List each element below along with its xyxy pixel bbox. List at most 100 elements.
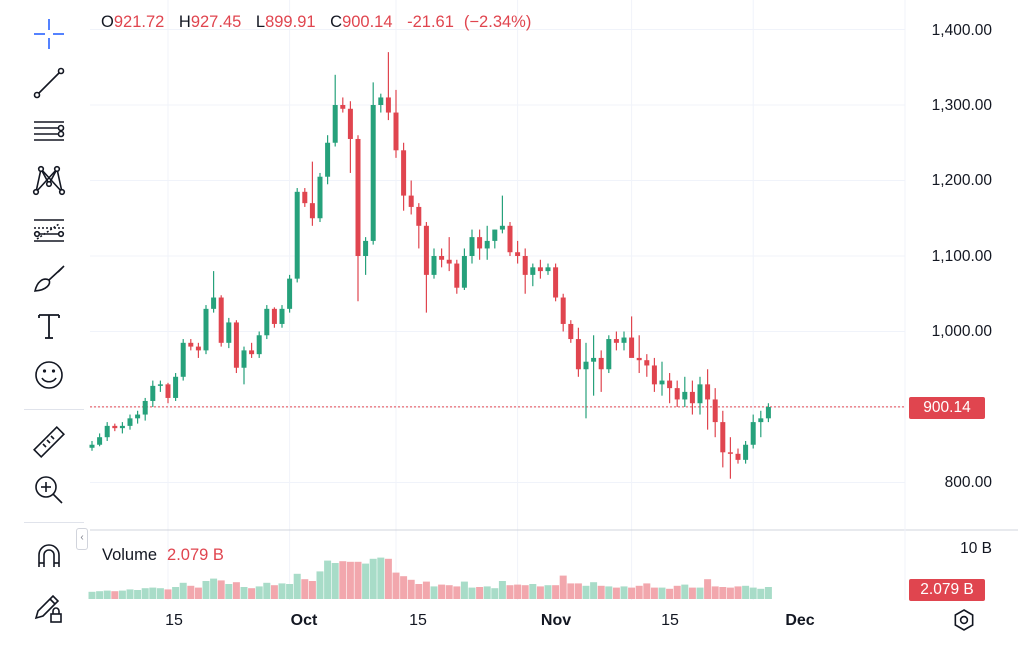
candle	[439, 248, 445, 268]
horizontal-lines-tool-button[interactable]	[24, 112, 74, 152]
candle	[689, 380, 695, 415]
candle-body	[218, 297, 224, 343]
settings-gear-icon[interactable]	[952, 608, 976, 632]
crosshair-tool-button[interactable]	[24, 14, 74, 54]
volume-bar	[210, 578, 218, 599]
volume-bar	[164, 589, 172, 599]
volume-bar	[369, 558, 377, 599]
candle	[629, 316, 635, 358]
volume-bar	[476, 587, 484, 599]
candle	[393, 89, 399, 158]
candle	[180, 339, 186, 381]
trend-line-icon	[33, 67, 65, 99]
candle	[461, 248, 467, 290]
candle	[385, 52, 391, 121]
volume-bar	[719, 587, 727, 599]
candle	[735, 448, 741, 464]
volume-bar	[749, 587, 757, 599]
volume-bar	[681, 584, 689, 599]
candle	[454, 259, 460, 294]
volume-bar	[612, 587, 620, 599]
candle-body	[195, 346, 201, 351]
ruler-tool-button[interactable]	[24, 422, 74, 462]
time-tick-label: Nov	[540, 612, 572, 629]
horizontal-lines-icon	[34, 121, 65, 141]
text-tool-button[interactable]	[24, 306, 74, 346]
magnet-tool-button[interactable]	[24, 537, 74, 577]
candle	[226, 317, 232, 349]
grid-lines	[90, 0, 905, 600]
candle	[157, 380, 163, 392]
candle	[598, 350, 604, 392]
toolbar-separator	[24, 522, 84, 523]
low-key: L	[255, 13, 266, 31]
volume-bar	[643, 583, 651, 599]
candle-body	[720, 422, 726, 453]
candle-body	[598, 357, 604, 370]
candle	[568, 320, 574, 343]
candle-body	[355, 138, 361, 256]
volume-bar	[308, 581, 316, 599]
candle-body	[256, 335, 262, 355]
candle-body	[591, 357, 597, 362]
candle	[112, 423, 118, 432]
candle	[575, 327, 581, 377]
candle-body	[264, 308, 270, 336]
zoom-in-icon	[35, 476, 63, 504]
volume-bar	[460, 581, 468, 599]
pattern-tool-button[interactable]	[24, 160, 74, 200]
candle-body	[127, 418, 133, 426]
volume-bar	[248, 588, 256, 599]
volume-bar	[255, 586, 263, 599]
magnet-icon	[38, 544, 60, 567]
open-value: 921.72	[113, 13, 165, 31]
candle	[188, 339, 194, 351]
candlestick-series	[89, 52, 771, 479]
volume-bar	[293, 573, 301, 599]
candle	[135, 410, 141, 424]
candle-body	[499, 225, 505, 230]
candle-body	[385, 97, 391, 113]
candle	[142, 397, 148, 421]
emoji-tool-button[interactable]	[24, 355, 74, 395]
candle	[347, 101, 353, 173]
trend-line-tool-button[interactable]	[24, 63, 74, 103]
volume-bar	[354, 561, 362, 599]
volume-bar	[179, 582, 187, 599]
brush-tool-button[interactable]	[24, 258, 74, 298]
collapse-pane-button[interactable]: ‹	[76, 528, 88, 550]
candle-body	[446, 259, 452, 264]
volume-bar	[194, 587, 202, 599]
time-tick-label: 15	[661, 612, 679, 629]
candle-body	[674, 388, 680, 400]
candle	[241, 346, 247, 385]
zoom-in-tool-button[interactable]	[24, 470, 74, 510]
volume-bar	[635, 585, 643, 599]
candle	[682, 376, 688, 407]
candle-body	[454, 263, 460, 288]
volume-bar	[362, 563, 370, 599]
candle-body	[636, 357, 642, 361]
volume-bar	[483, 586, 491, 599]
candle-body	[667, 380, 673, 389]
candle-body	[309, 203, 315, 219]
candle-body	[173, 376, 179, 398]
pattern-icon	[32, 165, 66, 196]
candle	[750, 414, 756, 449]
candle	[249, 342, 255, 358]
ohlc-legend: O921.72 H927.45 L899.91 C900.14 -21.61 (−…	[101, 13, 541, 32]
candle	[416, 203, 422, 249]
low-value: 899.91	[265, 13, 316, 31]
volume-bar	[141, 588, 149, 599]
volume-bar	[88, 591, 96, 599]
lock-drawings-tool-button[interactable]	[24, 587, 74, 627]
candle-body	[469, 237, 475, 256]
candle-body	[157, 384, 163, 386]
high-key: H	[178, 13, 191, 31]
candle-body	[150, 385, 156, 401]
candle	[530, 263, 536, 287]
candle	[211, 271, 217, 313]
candle	[271, 307, 277, 328]
fib-levels-tool-button[interactable]	[24, 210, 74, 250]
